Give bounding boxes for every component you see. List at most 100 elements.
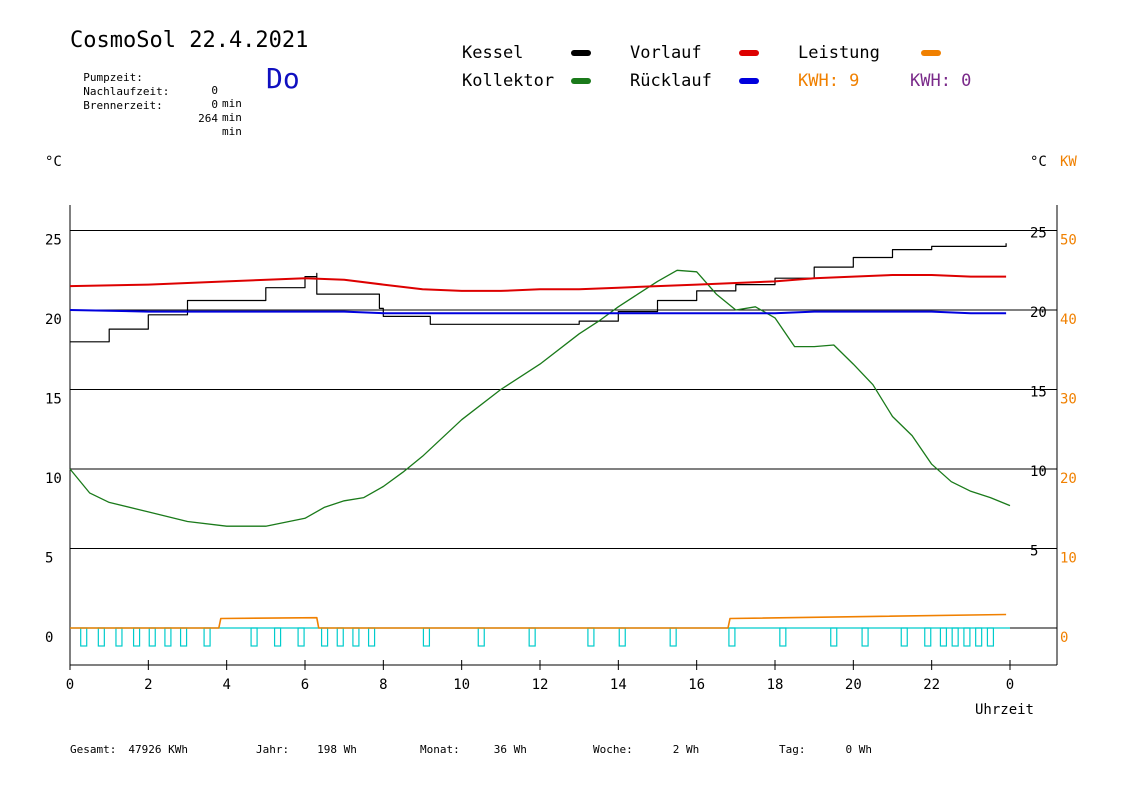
pump-pulse — [975, 627, 983, 647]
burner-time-label: Brennerzeit: — [83, 99, 163, 112]
footer-week-label: Woche: — [593, 743, 633, 756]
pump-pulse — [273, 627, 282, 647]
legend-vorlauf: Vorlauf — [630, 43, 702, 63]
y-right-temp-tick-label: 5 — [1030, 544, 1038, 560]
legend-leistung: Leistung — [798, 43, 880, 63]
axes-layer — [69, 205, 1058, 670]
pump-pulse — [320, 627, 329, 647]
grid-layer — [70, 230, 1057, 629]
x-tick-label: 16 — [688, 677, 705, 693]
footer-total-value: 47926 KWh — [128, 743, 188, 756]
footer-month-label: Monat: — [420, 743, 460, 756]
pump-pulse — [728, 627, 736, 647]
footer-total: Gesamt: 47926 KWh — [70, 743, 188, 756]
pump-pulses-layer — [70, 627, 1010, 647]
legend-kessel-swatch — [571, 50, 591, 56]
runon-time-label: Nachlaufzeit: — [83, 85, 170, 98]
pump-pulse — [203, 627, 211, 647]
pump-pulse — [924, 627, 932, 647]
y-left-unit-label: °C — [45, 154, 62, 170]
legend-ruecklauf-swatch — [739, 78, 759, 84]
footer-week-value: 2 Wh — [672, 743, 700, 756]
legend-kollektor: Kollektor — [462, 71, 555, 91]
footer-day: Tag: 0 Wh — [779, 743, 872, 756]
y-right-temp-tick-label: 10 — [1030, 464, 1047, 480]
legend-ruecklauf: Rücklauf — [630, 71, 712, 91]
pump-time-row: Pumpzeit: 0 min — [70, 58, 242, 110]
footer-year: Jahr: 198 Wh — [256, 743, 357, 756]
pump-pulse — [164, 627, 172, 647]
pump-pulse — [422, 627, 431, 647]
y-right-kw-tick-label: 0 — [1060, 630, 1068, 646]
pump-pulse — [669, 627, 677, 647]
series-line-leistung — [70, 613, 1007, 629]
footer-week: Woche: 2 Wh — [593, 743, 699, 756]
x-tick-label: 20 — [845, 677, 862, 693]
pump-pulse — [779, 627, 787, 647]
pump-pulse — [80, 627, 88, 647]
legend-leistung-swatch — [921, 50, 941, 56]
y-right-temp-tick-label: 20 — [1030, 305, 1047, 321]
pump-pulse — [618, 627, 626, 647]
pump-time-label: Pumpzeit: — [83, 71, 143, 84]
footer-month: Monat: 36 Wh — [420, 743, 527, 756]
y-right-kw-tick-label: 40 — [1060, 312, 1077, 328]
pump-pulse — [939, 627, 948, 647]
series-line-kessel — [70, 243, 1007, 343]
pump-pulse — [963, 627, 971, 647]
pump-pulse — [900, 627, 908, 647]
y-left-tick-label: 25 — [45, 233, 62, 249]
pump-pulse — [336, 627, 344, 647]
pump-pulse — [352, 627, 360, 647]
x-tick-label: 12 — [532, 677, 549, 693]
y-right-kw-unit-label: KW — [1060, 154, 1077, 170]
pump-time-unit: min — [222, 97, 242, 110]
pump-pulse — [97, 627, 105, 647]
pump-pulse — [148, 627, 156, 647]
pump-pulse — [179, 627, 188, 647]
pump-pulse — [115, 627, 123, 647]
burner-time-unit: min — [222, 125, 242, 138]
footer-year-label: Jahr: — [256, 743, 290, 756]
x-tick-label: 6 — [301, 677, 309, 693]
y-right-temp-tick-label: 25 — [1030, 226, 1047, 242]
footer-day-label: Tag: — [779, 743, 806, 756]
x-tick-label: 8 — [379, 677, 387, 693]
pump-pulse — [477, 627, 485, 647]
y-left-tick-label: 0 — [45, 630, 53, 646]
pump-pulse — [830, 627, 838, 647]
weekday-label: Do — [266, 62, 300, 95]
series-line-ruecklauf — [69, 309, 1007, 315]
y-left-tick-label: 15 — [45, 392, 62, 408]
legend-kollektor-swatch — [571, 78, 591, 84]
footer-year-value: 198 Wh — [317, 743, 357, 756]
legend-vorlauf-swatch — [739, 50, 759, 56]
pump-pulse — [297, 627, 305, 647]
pump-pulse — [951, 627, 959, 647]
pump-time-value: 0 — [211, 84, 218, 97]
y-right-kw-tick-label: 50 — [1060, 233, 1077, 249]
y-left-tick-label: 10 — [45, 471, 62, 487]
pump-pulse — [528, 627, 536, 647]
legend-kwh-solar: KWH: 9 — [798, 71, 860, 91]
y-right-kw-tick-label: 30 — [1060, 392, 1077, 408]
y-right-kw-tick-label: 20 — [1060, 471, 1077, 487]
legend-kessel: Kessel — [462, 43, 524, 63]
axis-labels-layer: 0 2 4 6 8 10 12 14 16 18 20 22 0 0 5 10 15 20 25 5 10 15 20 25 0… — [45, 154, 1077, 718]
pump-pulse — [587, 627, 595, 647]
x-tick-label: 10 — [453, 677, 470, 693]
footer-day-value: 0 Wh — [845, 743, 873, 756]
x-tick-label: 14 — [610, 677, 627, 693]
runon-time-row: Nachlaufzeit: 0 min — [70, 72, 242, 124]
x-tick-label: 2 — [144, 677, 152, 693]
runon-time-unit: min — [222, 111, 242, 124]
series-line-vorlauf — [69, 274, 1007, 292]
x-tick-label: 0 — [66, 677, 74, 693]
runon-time-value: 0 — [211, 98, 218, 111]
y-left-tick-label: 20 — [45, 312, 62, 328]
legend-kwh-other: KWH: 0 — [910, 71, 972, 91]
y-left-tick-label: 5 — [45, 551, 53, 567]
pump-pulse — [986, 627, 995, 647]
y-right-kw-tick-label: 10 — [1060, 551, 1077, 567]
